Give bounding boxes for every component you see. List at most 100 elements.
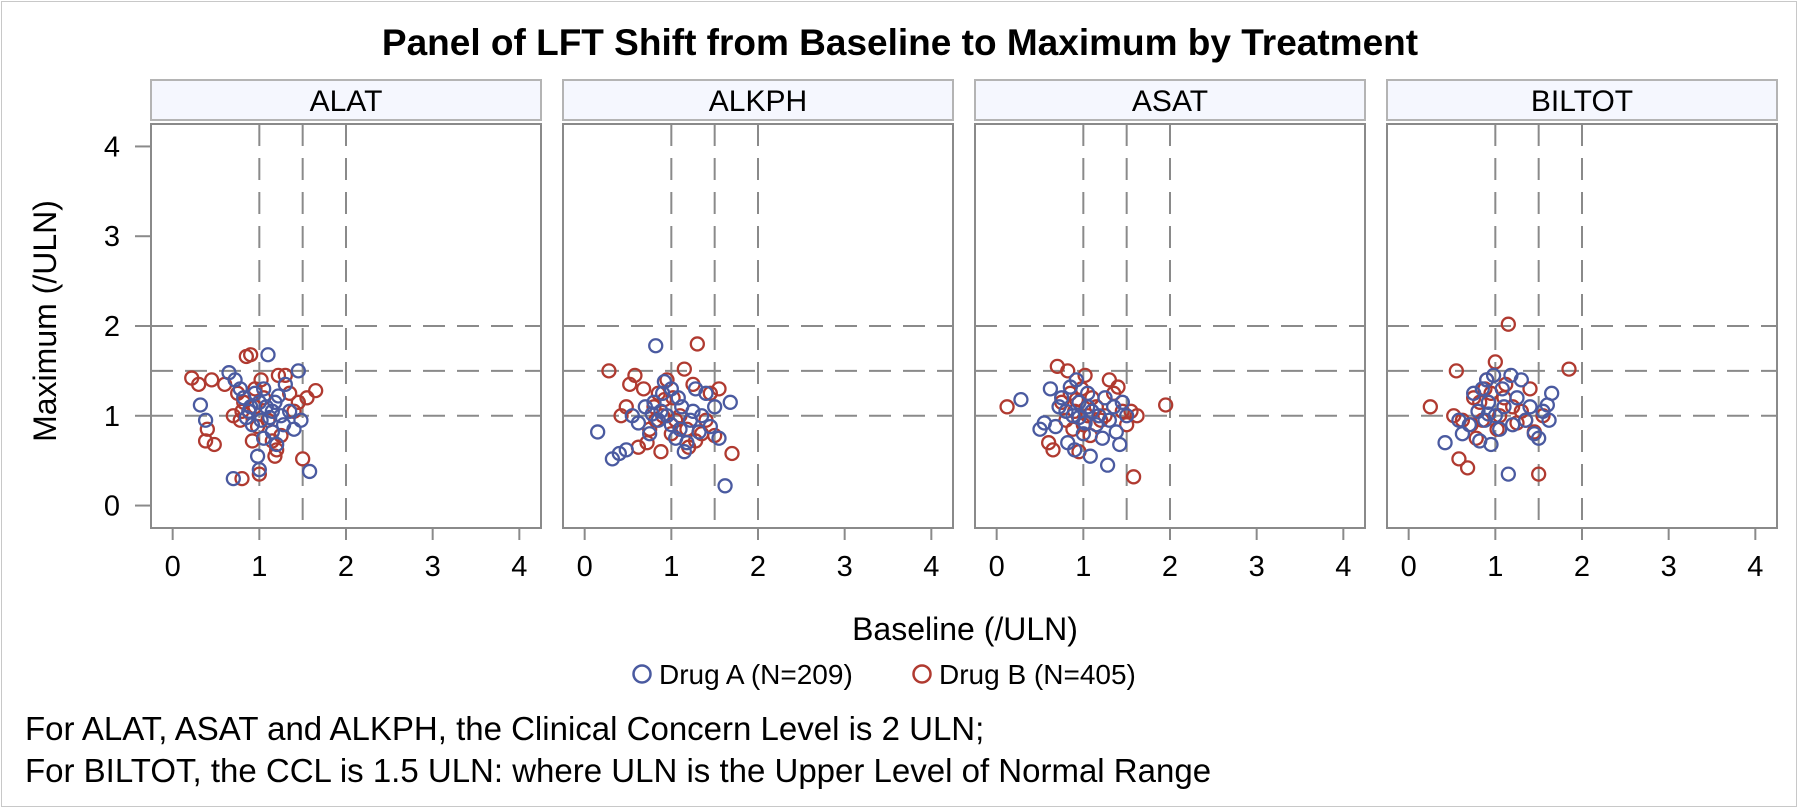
drug-a-point [1480,406,1497,422]
drug-a-point [277,376,293,393]
drug-b-point [1448,363,1464,379]
drug-a-point [1526,426,1542,442]
drug-a-point [694,408,710,424]
drug-b-point [702,385,718,401]
drug-b-point [191,376,207,393]
drug-b-point [1088,399,1104,415]
drug-b-point [1561,361,1577,377]
drug-a-point [648,338,664,354]
drug-a-point [630,415,647,431]
drug-a-point [1071,394,1087,410]
drug-b-point [251,466,267,482]
drug-a-point [1480,394,1497,410]
x-tick-label: 1 [1487,551,1503,583]
drug-b-point [1097,408,1113,424]
drug-a-point [672,421,688,437]
drug-a-point [1112,436,1128,453]
drug-a-point [260,347,276,363]
x-tick-label: 2 [1162,551,1178,583]
legend: Drug A (N=209) Drug B (N=405) [632,659,1136,690]
drug-a-point [1437,435,1453,451]
drug-a-point [251,394,267,410]
drug-a-point [282,403,298,419]
drug-b-point [295,451,311,467]
drug-b-point [1500,316,1516,332]
drug-a-point [1541,412,1557,428]
drug-b-point [1451,451,1467,467]
drug-b-point [1110,379,1126,395]
x-tick-label: 3 [1661,551,1677,583]
drug-a-point [644,406,660,422]
panel-header-alkph [562,79,954,121]
drug-a-point [1500,466,1516,482]
x-tick-label: 0 [577,551,593,583]
drug-a-point [698,385,714,401]
drug-b-point [1129,408,1145,424]
x-tick-label: 2 [1574,551,1590,583]
drug-a-point [1544,385,1560,401]
x-tick-label: 4 [923,551,939,583]
panel-alat: ALAT 0 1 2 3 4 [150,79,542,583]
drug-a-point [1513,372,1529,388]
x-tick-label: 3 [425,551,441,583]
footnote-line-1: For ALAT, ASAT and ALKPH, the Clinical C… [25,710,984,747]
drug-b-point [1422,399,1438,415]
drug-b-point [1068,391,1085,408]
drug-a-point [1483,436,1499,453]
drug-b-point [247,381,263,397]
drug-a-point [1494,381,1510,397]
y-tick-label: 4 [104,131,120,163]
drug-b-point [1077,367,1093,384]
panel-header-label: BILTOT [1531,85,1633,118]
drug-a-point [1492,421,1508,437]
x-tick-label: 2 [338,551,354,583]
panel-header-label: ALAT [310,85,383,118]
drug-a-point [1485,367,1502,384]
drug-a-point [663,417,679,433]
drug-a-point [711,430,727,446]
drug-a-point [232,381,248,397]
drug-b-point [1119,417,1135,433]
drug-a-point [702,418,718,435]
drug-a-point [1099,457,1116,473]
drug-a-point [722,394,738,410]
panel-alkph: ALKPH 0 1 2 3 4 [562,79,954,583]
drug-b-point [1158,397,1174,413]
drug-a-point [1094,430,1111,446]
drug-b-point [206,436,222,453]
drug-b-point [1505,399,1521,415]
footnote-line-2: For BILTOT, the CCL is 1.5 ULN: where UL… [25,752,1211,789]
panel-header-label: ASAT [1132,85,1208,118]
y-tick-label: 3 [104,221,120,253]
drug-b-point [635,381,652,397]
drug-b-point [290,394,306,410]
drug-a-point [676,444,692,460]
drug-a-point [590,424,606,440]
drug-a-point [290,363,306,379]
panel-header-alat [150,79,542,121]
drug-a-point [256,381,272,397]
panel-asat: ASAT 0 1 2 3 4 [974,79,1366,583]
drug-a-point [1114,394,1130,410]
drug-a-point [685,403,701,419]
drug-b-point [234,470,250,487]
drug-a-point [659,408,675,424]
drug-a-point [642,426,658,442]
legend-marker-drug-b [912,664,932,684]
drug-b-point [724,445,740,462]
drug-a-point [1013,391,1029,408]
drug-a-point [1474,381,1490,397]
x-tick-label: 0 [1401,551,1417,583]
legend-marker-drug-a [632,664,652,684]
drug-a-point [301,463,318,480]
drug-a-point [1466,385,1482,401]
drug-a-point [1487,408,1503,424]
legend-label-drug-b: Drug B (N=405) [939,659,1136,690]
x-tick-label: 2 [750,551,766,583]
drug-a-point [197,412,214,428]
drug-b-point [273,427,289,444]
drug-a-point [1106,399,1122,415]
drug-a-point [679,435,695,451]
